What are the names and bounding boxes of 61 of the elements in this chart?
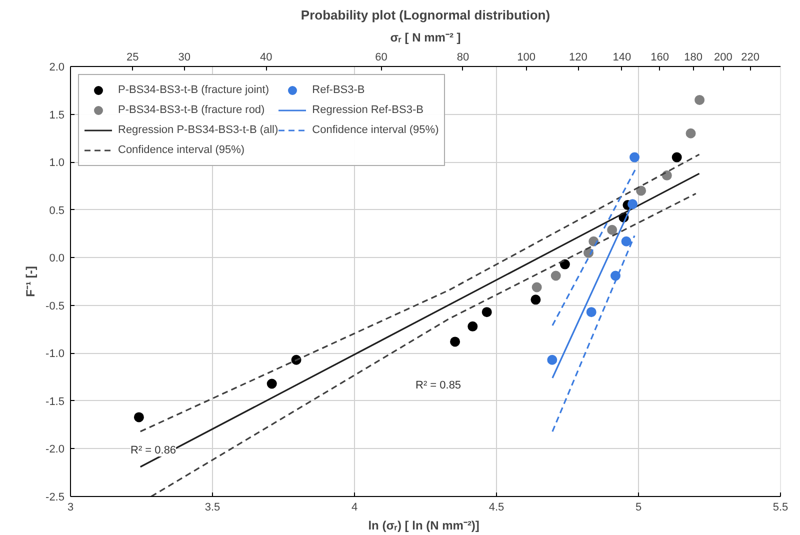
x2-tick-label: 100 [517, 52, 536, 64]
annotation: R² = 0.85 [416, 380, 462, 392]
x2-tick-label: 180 [684, 52, 702, 64]
x2-tick-label: 30 [178, 52, 191, 64]
point [630, 152, 640, 162]
point [628, 199, 638, 210]
x-tick-label: 3.5 [204, 502, 220, 514]
legend-label: P-BS34-BS3-t-B (fracture rod) [118, 104, 265, 116]
x-axis-title: ln (σᵣ) [ ln (N mm⁻²)] [368, 518, 480, 532]
y-tick-label: 1.5 [49, 109, 65, 122]
legend-label: Confidence interval (95%) [312, 124, 439, 136]
point [686, 128, 696, 138]
point [694, 94, 705, 105]
point [662, 170, 672, 180]
legend-label: Regression P-BS34-BS3-t-B (all) [118, 124, 278, 136]
x2-tick-label: 40 [260, 52, 272, 64]
point [636, 186, 646, 196]
x-tick-label: 4.5 [488, 502, 504, 514]
y-tick-label: -2.0 [46, 444, 65, 456]
point [450, 336, 460, 347]
y-tick-label: -1.0 [46, 348, 65, 360]
x-tick-label: 3 [67, 502, 74, 514]
x2-tick-label: 60 [375, 52, 388, 64]
point [266, 378, 277, 389]
x2-tick-label: 25 [126, 52, 139, 64]
point [672, 152, 682, 162]
point [550, 270, 561, 281]
point [586, 307, 596, 318]
x2-tick-label: 140 [612, 52, 632, 64]
point [560, 259, 570, 270]
y-tick-label: -2.5 [46, 492, 65, 504]
y-tick-label: 0.5 [49, 204, 65, 217]
x2-tick-label: 80 [456, 52, 470, 64]
point [607, 224, 618, 235]
x2-axis-title: σᵣ [ N mm⁻² ] [390, 30, 461, 44]
x-tick-label: 5 [635, 502, 642, 514]
point [134, 412, 144, 422]
x-tick-label: 5.5 [772, 502, 788, 514]
y-axis-title: F⁻¹ [-] [24, 266, 38, 297]
point [532, 282, 542, 292]
point [468, 321, 478, 332]
y-tick-label: 0.0 [49, 252, 65, 265]
legend-label: Regression Ref-BS3-B [312, 104, 424, 116]
annotation: R² = 0.86 [130, 444, 176, 456]
y-tick-label: 2.0 [49, 62, 65, 74]
point [547, 354, 558, 365]
point [530, 294, 541, 305]
legend-label: Confidence interval (95%) [118, 144, 245, 156]
x2-tick-label: 200 [714, 52, 732, 64]
y-tick-label: -1.5 [46, 396, 65, 408]
point [621, 236, 632, 246]
x2-tick-label: 220 [741, 52, 760, 64]
x2-tick-label: 160 [650, 52, 670, 64]
chart-title: Probability plot (Lognormal distribution) [300, 8, 550, 22]
legend-label: P-BS34-BS3-t-B (fracture joint) [118, 84, 269, 96]
x2-tick-label: 120 [568, 52, 588, 64]
y-tick-label: 1.0 [49, 157, 65, 170]
legend-label: Ref-BS3-B [312, 84, 365, 96]
y-tick-label: -0.5 [46, 300, 65, 312]
point [482, 307, 492, 318]
x-tick-label: 4 [351, 502, 358, 514]
